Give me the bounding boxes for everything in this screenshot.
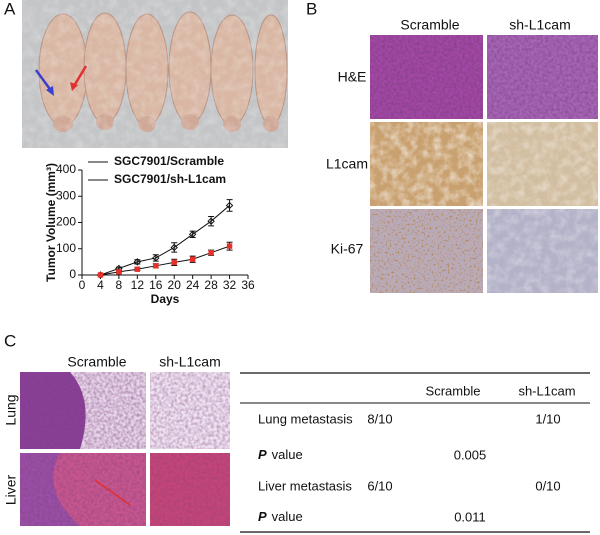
x-tick-label: 4 <box>97 278 104 292</box>
panel-label: B <box>306 0 317 18</box>
table-cell: 8/10 <box>367 411 392 426</box>
series-line <box>100 205 230 276</box>
row-label-text: value <box>272 509 303 524</box>
y-tick-label: 0 <box>69 267 76 281</box>
y-tick-label: 200 <box>56 215 76 229</box>
row-label: H&E <box>338 69 367 85</box>
legend-label: SGC7901/sh-L1cam <box>114 172 226 186</box>
row-label: Lung metastasis <box>258 411 353 426</box>
x-tick-label: 36 <box>241 278 255 292</box>
table-header: Scramble <box>426 383 481 398</box>
p-symbol: P <box>258 447 267 462</box>
x-tick-label: 20 <box>168 278 182 292</box>
histology-images <box>370 35 598 293</box>
row-label-text: value <box>272 447 303 462</box>
x-tick-label: 8 <box>116 278 123 292</box>
row-label: Liver metastasis <box>258 478 352 493</box>
table-cell: 0.011 <box>454 509 486 524</box>
point <box>153 263 159 269</box>
table-cell: 0.005 <box>454 447 487 462</box>
table-cell: 6/10 <box>367 478 392 493</box>
error-bar <box>134 259 141 265</box>
row-label: Ki-67 <box>331 241 364 257</box>
x-tick-label: 16 <box>149 278 163 292</box>
panel-label: C <box>4 331 16 350</box>
x-tick-label: 0 <box>79 278 86 292</box>
point <box>207 217 215 225</box>
series-line <box>100 245 230 276</box>
x-tick-label: 12 <box>131 278 145 292</box>
point <box>171 259 177 266</box>
x-tick-label: 28 <box>204 278 218 292</box>
point <box>208 249 214 256</box>
x-axis-label: Days <box>151 292 180 306</box>
legend-label: SGC7901/Scramble <box>114 154 224 168</box>
column-header: Scramble <box>67 354 126 370</box>
row-label: Liver <box>3 474 19 505</box>
table-cell: 1/10 <box>535 411 560 426</box>
row-label: L1cam <box>326 156 368 172</box>
point <box>97 272 104 278</box>
y-axis-label: Tumor Volume (mm³) <box>44 163 58 282</box>
error-bar <box>226 199 233 212</box>
x-tick-label: 32 <box>223 278 237 292</box>
point <box>188 230 197 239</box>
table-header: sh-L1cam <box>518 383 575 398</box>
y-tick-label: 400 <box>56 162 76 176</box>
panel-label: A <box>4 0 16 18</box>
point <box>133 258 142 266</box>
point <box>152 254 160 262</box>
point <box>116 269 122 275</box>
point <box>170 243 178 252</box>
error-bar <box>189 230 196 238</box>
y-tick-label: 100 <box>56 241 76 255</box>
column-header: sh-L1cam <box>509 17 570 33</box>
y-tick-label: 300 <box>56 188 76 202</box>
p-symbol: P <box>258 509 267 524</box>
row-label: Lung <box>3 394 19 425</box>
point <box>225 201 234 210</box>
point <box>134 266 141 272</box>
table-cell: 0/10 <box>535 478 560 493</box>
column-header: sh-L1cam <box>159 354 220 370</box>
x-tick-label: 24 <box>186 278 200 292</box>
histology-images <box>20 372 230 526</box>
column-header: Scramble <box>400 17 459 33</box>
mouse-photo <box>22 0 288 148</box>
point <box>189 256 196 262</box>
table: Scramble sh-L1cam Lung metastasis 8/10 1… <box>240 372 590 533</box>
point <box>226 243 233 249</box>
